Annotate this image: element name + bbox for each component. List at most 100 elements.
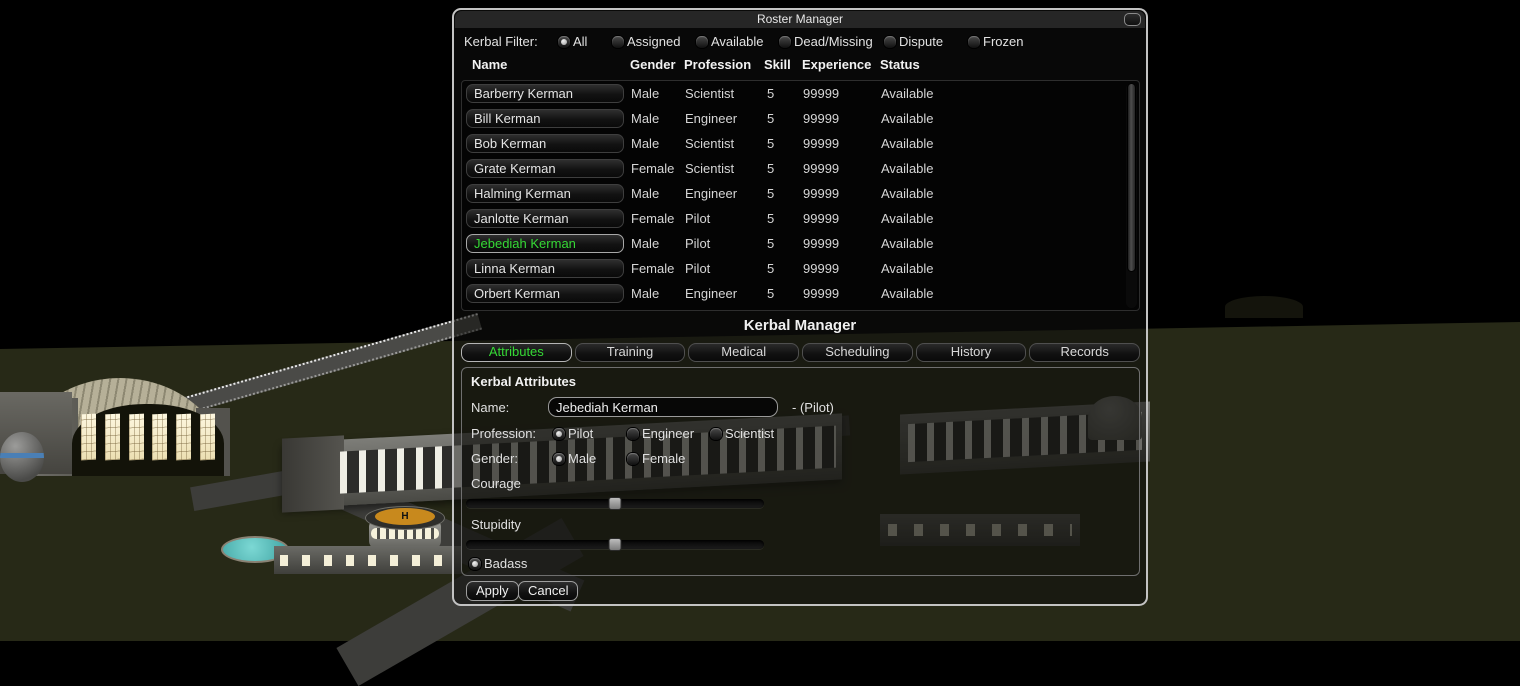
cell-profession: Engineer [685,286,738,301]
kerbal-attributes-panel: Kerbal Attributes Name: - (Pilot) Profes… [461,367,1140,576]
cell-skill: 5 [767,86,775,101]
cell-profession: Engineer [685,111,738,126]
cell-experience: 99999 [803,211,840,226]
kerbal-name-button[interactable]: Janlotte Kerman [466,209,624,228]
kerbal-filter-row: Kerbal Filter: All Assigned Available De… [454,33,1146,51]
low-building [274,546,462,574]
lit-window-pane [128,413,144,461]
name-label: Name: [471,400,510,415]
cell-skill: 5 [767,236,775,251]
tab-records[interactable]: Records [1029,343,1141,362]
kerbal-name-button[interactable]: Grate Kerman [466,159,624,178]
filter-option-dispute[interactable]: Dispute [884,34,943,49]
lit-window-pane [176,413,192,461]
cell-skill: 5 [767,136,775,151]
cell-experience: 99999 [803,86,840,101]
cell-profession: Pilot [685,261,711,276]
cell-profession: Scientist [685,161,735,176]
cell-gender: Male [631,111,660,126]
filter-option-all[interactable]: All [558,34,587,49]
cell-profession: Pilot [685,211,711,226]
manager-tabs: Attributes Training Medical Scheduling H… [461,343,1141,362]
tab-history[interactable]: History [915,343,1027,362]
cell-status: Available [881,186,934,201]
table-row: Janlotte Kerman Female Pilot 5 99999 Ava… [462,209,1139,234]
filter-option-assigned[interactable]: Assigned [612,34,680,49]
window-titlebar[interactable]: Roster Manager [455,11,1145,28]
spherical-tank [0,432,44,482]
profession-option-pilot[interactable]: Pilot [553,426,593,441]
helipad-building: H [365,506,445,556]
tab-training[interactable]: Training [574,343,686,362]
cell-experience: 99999 [803,186,840,201]
filter-option-frozen[interactable]: Frozen [968,34,1023,49]
filter-option-dead-missing[interactable]: Dead/Missing [779,34,873,49]
filter-label: Kerbal Filter: [464,34,538,49]
cell-gender: Female [631,211,675,226]
cell-skill: 5 [767,261,775,276]
courage-slider-thumb[interactable] [608,497,622,510]
profession-label: Profession: [471,426,537,441]
distant-hill [1225,296,1303,318]
courage-slider[interactable] [466,497,764,510]
kerbal-name-button[interactable]: Jebediah Kerman [466,234,624,253]
cell-experience: 99999 [803,236,840,251]
cell-status: Available [881,161,934,176]
roster-list: Barberry Kerman Male Scientist 5 99999 A… [461,80,1140,311]
cancel-button[interactable]: Cancel [518,581,579,601]
scrollbar-thumb[interactable] [1127,83,1136,272]
cell-status: Available [881,286,934,301]
kerbal-name-button[interactable]: Halming Kerman [466,184,624,203]
roster-table-header: Name Gender Profession Skill Experience … [454,57,1146,75]
badass-toggle[interactable]: Badass [469,556,527,571]
cell-gender: Male [631,86,660,101]
cell-gender: Male [631,286,660,301]
kerbal-name-button[interactable]: Bill Kerman [466,109,624,128]
kerbal-name-button[interactable]: Bob Kerman [466,134,624,153]
cell-status: Available [881,236,934,251]
gender-option-female[interactable]: Female [627,451,685,466]
stupidity-label: Stupidity [471,517,521,532]
cell-skill: 5 [767,186,775,201]
col-header-profession: Profession [684,57,752,72]
table-row: Halming Kerman Male Engineer 5 99999 Ava… [462,184,1139,209]
profession-option-engineer[interactable]: Engineer [627,426,694,441]
kerbal-name-button[interactable]: Orbert Kerman [466,284,624,303]
cell-status: Available [881,211,934,226]
cell-skill: 5 [767,111,775,126]
cell-experience: 99999 [803,261,840,276]
cell-profession: Engineer [685,186,738,201]
tab-attributes[interactable]: Attributes [461,343,572,362]
cell-status: Available [881,136,934,151]
kerbal-name-button[interactable]: Linna Kerman [466,259,624,278]
cell-status: Available [881,86,934,101]
cell-experience: 99999 [803,286,840,301]
table-row-selected: Jebediah Kerman Male Pilot 5 99999 Avail… [462,234,1139,259]
kerbal-name-button[interactable]: Barberry Kerman [466,84,624,103]
lit-window-pane [80,413,96,461]
cell-skill: 5 [767,286,775,301]
gender-option-male[interactable]: Male [553,451,596,466]
profession-option-scientist[interactable]: Scientist [710,426,774,441]
radio-icon [968,36,980,48]
building-wing [282,435,344,513]
radio-icon [779,36,791,48]
col-header-gender: Gender [630,57,676,72]
apply-button[interactable]: Apply [466,581,519,601]
col-header-name: Name [472,57,508,72]
kerbal-name-input[interactable] [548,397,778,417]
lit-windows [280,555,456,566]
tab-scheduling[interactable]: Scheduling [802,343,913,362]
table-row: Bill Kerman Male Engineer 5 99999 Availa… [462,109,1139,134]
tab-medical[interactable]: Medical [688,343,800,362]
roster-scrollbar[interactable] [1126,83,1137,308]
stupidity-slider[interactable] [466,538,764,551]
radio-icon [884,36,896,48]
filter-option-available[interactable]: Available [696,34,764,49]
radio-icon [558,36,570,48]
stupidity-slider-thumb[interactable] [608,538,622,551]
table-row: Linna Kerman Female Pilot 5 99999 Availa… [462,259,1139,284]
radio-icon [696,36,708,48]
titlebar-button[interactable] [1124,13,1141,26]
cell-gender: Male [631,236,660,251]
